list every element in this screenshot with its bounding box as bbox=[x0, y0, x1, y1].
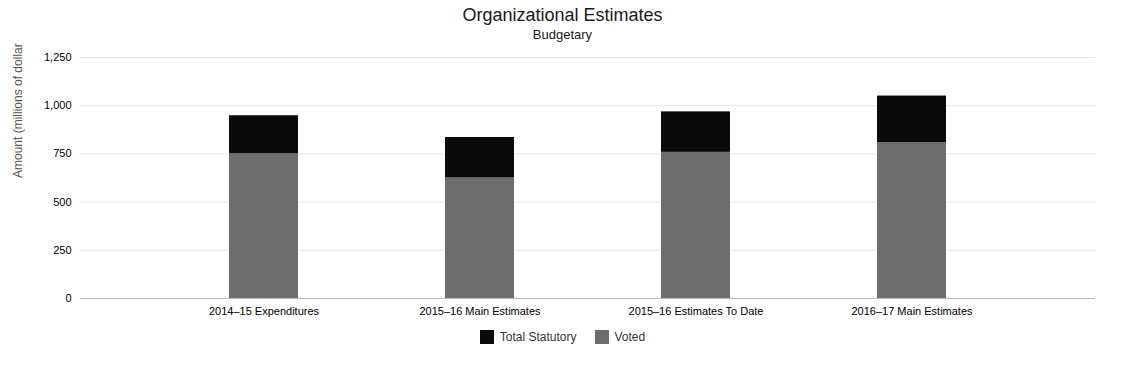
svg-text:500: 500 bbox=[53, 196, 71, 208]
svg-text:750: 750 bbox=[53, 147, 71, 159]
html-text:Organizational Estimates: Organizational Estimates bbox=[462, 5, 663, 25]
svg-text:2015–16 Main Estimates: 2015–16 Main Estimates bbox=[419, 305, 541, 317]
svg-text:2015–16 Estimates To Date: 2015–16 Estimates To Date bbox=[629, 305, 764, 317]
html-text:Voted: Voted bbox=[614, 330, 646, 344]
html-text:Total Statutory: Total Statutory bbox=[499, 330, 577, 344]
svg-text:0: 0 bbox=[65, 292, 71, 304]
svg-text:1,000: 1,000 bbox=[44, 99, 72, 111]
html-text:Budgetary: Budgetary bbox=[532, 27, 593, 42]
svg-text:Amount (millions of dollars): Amount (millions of dollars) bbox=[11, 43, 25, 178]
svg-text:250: 250 bbox=[53, 244, 71, 256]
svg-text:2014–15 Expenditures: 2014–15 Expenditures bbox=[209, 305, 320, 317]
svg-text:2016–17 Main Estimates: 2016–17 Main Estimates bbox=[851, 305, 973, 317]
svg-text:1,250: 1,250 bbox=[44, 51, 72, 63]
